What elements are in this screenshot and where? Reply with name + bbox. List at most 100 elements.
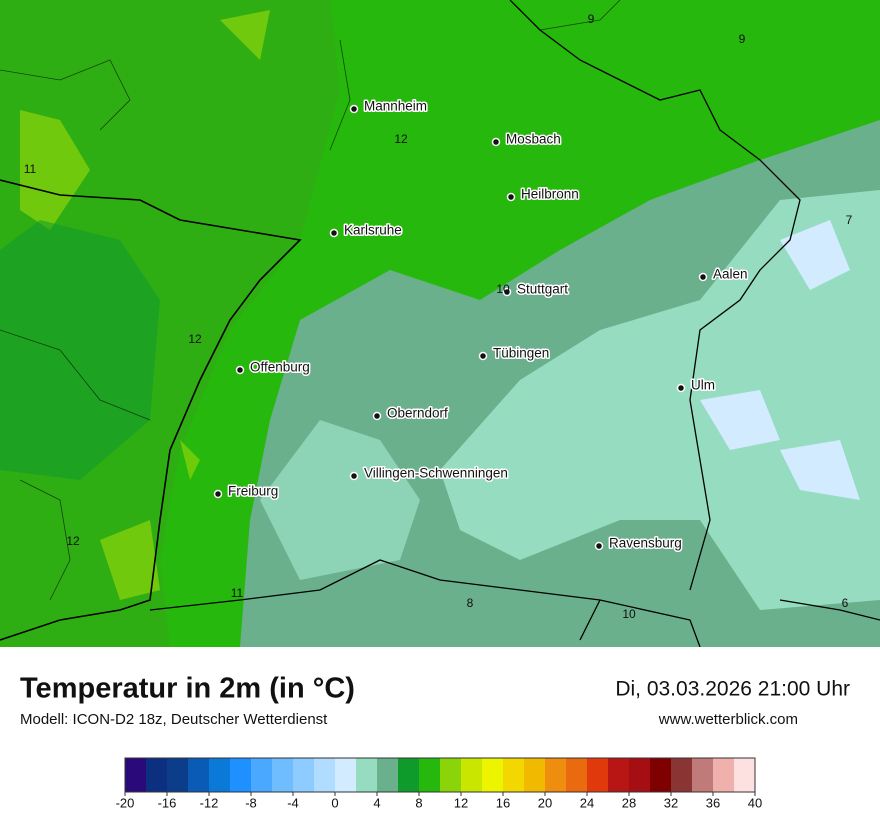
- title: Temperatur in 2m (in °C): [20, 673, 355, 705]
- legend-swatch: [503, 758, 525, 792]
- legend-swatch: [419, 758, 441, 792]
- isotherm-label: 9: [739, 32, 746, 46]
- city-label: Offenburg: [250, 360, 310, 375]
- isotherm-label: 7: [846, 213, 853, 227]
- city-dot: [676, 383, 686, 393]
- legend-tick-label: 20: [538, 795, 552, 810]
- legend-tick-label: 8: [415, 795, 422, 810]
- legend-swatch: [629, 758, 651, 792]
- legend-tick-label: 36: [706, 795, 720, 810]
- legend-swatch: [545, 758, 567, 792]
- border: [0, 179, 302, 641]
- isotherm-label: 10: [496, 282, 510, 296]
- city-dot: [502, 287, 512, 297]
- legend-swatch: [608, 758, 630, 792]
- legend-tick-label: -16: [158, 795, 177, 810]
- isotherm-label: 12: [66, 534, 80, 548]
- legend-swatch: [377, 758, 399, 792]
- legend-swatch: [209, 758, 231, 792]
- city-label: Tübingen: [493, 346, 549, 361]
- map: Mannheim Mosbach Heilbronn Karlsruhe Stuttga…: [0, 0, 880, 648]
- legend-tick-label: -12: [200, 795, 219, 810]
- legend-swatch: [713, 758, 735, 792]
- city-label: Mannheim: [364, 99, 427, 114]
- warm-patches: [20, 10, 270, 600]
- legend-swatch: [230, 758, 252, 792]
- legend-swatch: [251, 758, 273, 792]
- legend-tick-label: 0: [331, 795, 338, 810]
- legend-swatch: [566, 758, 588, 792]
- isotherm-label: 11: [24, 162, 37, 176]
- city-dot: [506, 192, 516, 202]
- legend-tick-label: 24: [580, 795, 594, 810]
- legend-swatch: [188, 758, 210, 792]
- city-label: Oberndorf: [387, 406, 448, 421]
- west-dark: [0, 220, 160, 480]
- city-label: Ravensburg: [609, 536, 682, 551]
- city-dot: [349, 471, 359, 481]
- legend-tick-label: 16: [496, 795, 510, 810]
- city-dot: [213, 489, 223, 499]
- border: [149, 0, 880, 648]
- legend-tick-label: 4: [373, 795, 380, 810]
- cooler-area-2: [260, 420, 420, 580]
- isotherm-label: 12: [394, 132, 408, 146]
- legend-tick-label: -20: [116, 795, 135, 810]
- city-label: Mosbach: [506, 132, 561, 147]
- legend-swatch: [335, 758, 357, 792]
- legend-swatch: [440, 758, 462, 792]
- legend-swatch: [587, 758, 609, 792]
- legend-tick-label: 12: [454, 795, 468, 810]
- legend-swatch: [398, 758, 420, 792]
- city-dot: [349, 104, 359, 114]
- city-label: Villingen-Schwenningen: [364, 466, 508, 481]
- isotherm-label: 9: [588, 12, 595, 26]
- legend-tick-label: 28: [622, 795, 636, 810]
- legend-swatch: [167, 758, 189, 792]
- city-label: Stuttgart: [517, 282, 568, 297]
- legend-swatch: [125, 758, 147, 792]
- city-dot: [594, 541, 604, 551]
- footer-bg: [0, 647, 880, 830]
- legend-swatch: [671, 758, 693, 792]
- city-dot: [372, 411, 382, 421]
- legend-swatch: [692, 758, 714, 792]
- legend-tick-label: 40: [748, 795, 762, 810]
- legend-swatch: [293, 758, 315, 792]
- datetime: Di, 03.03.2026 21:00 Uhr: [615, 678, 850, 701]
- legend-tick-label: 32: [664, 795, 678, 810]
- city-dot: [329, 228, 339, 238]
- isotherm-label: 12: [188, 332, 202, 346]
- city-dot: [698, 272, 708, 282]
- legend-swatch: [461, 758, 483, 792]
- city-label: Ulm: [691, 378, 715, 393]
- city-label: Freiburg: [228, 484, 278, 499]
- cooler-area: [440, 190, 880, 610]
- legend-swatch: [482, 758, 504, 792]
- city-label: Karlsruhe: [344, 223, 402, 238]
- city-dot: [491, 137, 501, 147]
- legend-tick-label: -8: [245, 795, 257, 810]
- district-line: [0, 0, 621, 601]
- legend-swatch: [650, 758, 672, 792]
- isotherm-label: 11: [231, 586, 244, 600]
- legend-swatch: [734, 758, 756, 792]
- city-dot: [478, 351, 488, 361]
- legend-swatch: [272, 758, 294, 792]
- subtitle: Modell: ICON-D2 18z, Deutscher Wetterdie…: [20, 711, 328, 728]
- cold-patches: [700, 220, 860, 500]
- legend-tick-label: -4: [287, 795, 299, 810]
- city-label: Heilbronn: [521, 187, 579, 202]
- isotherm-label: 10: [622, 607, 636, 621]
- legend-frame: [124, 757, 756, 793]
- legend-swatch: [314, 758, 336, 792]
- legend-swatch: [356, 758, 378, 792]
- isotherm-label: 6: [842, 596, 849, 610]
- city-dot: [235, 365, 245, 375]
- legend-swatch: [146, 758, 168, 792]
- legend-swatch: [524, 758, 546, 792]
- isotherm-label: 8: [467, 596, 474, 610]
- website: www.wetterblick.com: [658, 711, 798, 728]
- city-label: Aalen: [713, 267, 748, 282]
